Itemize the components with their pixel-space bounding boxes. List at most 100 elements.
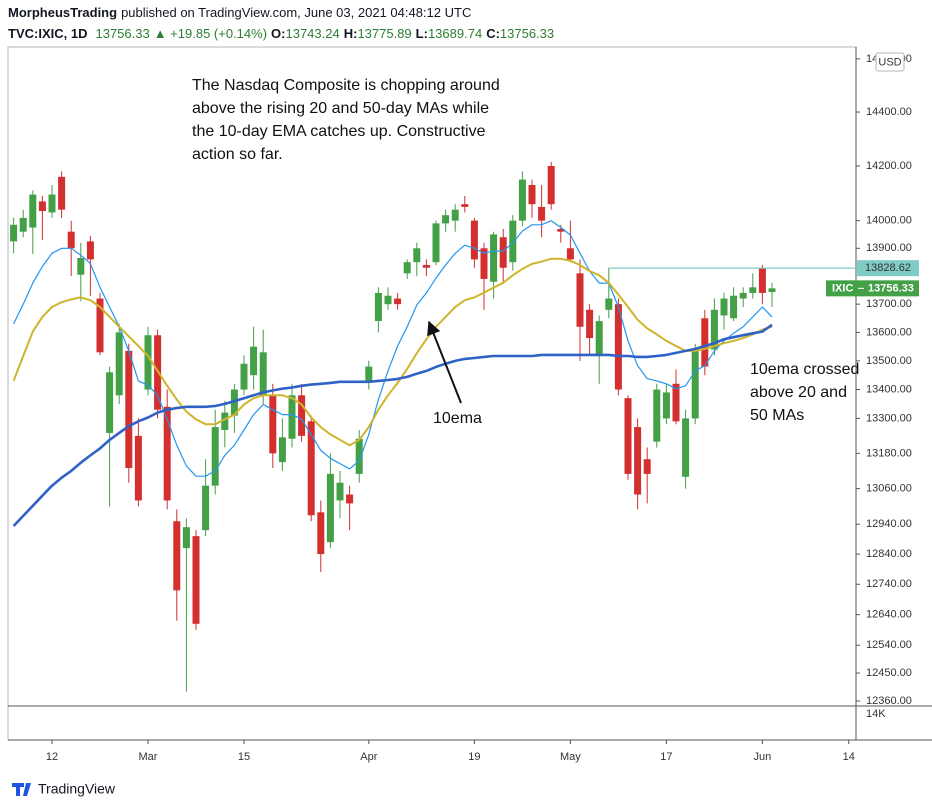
y-tick-label: 14200.00 [866,160,912,172]
candle-body [77,258,85,275]
high-value: 13775.89 [357,26,411,41]
candle-body [278,437,286,463]
candle-body [336,482,344,501]
candle-body [134,435,142,501]
candle-body [662,392,670,419]
y-tick-label: 12450.00 [866,667,912,679]
candle-body [576,273,584,327]
candle-body [163,406,171,501]
price-symbol: IXIC [832,282,853,294]
x-tick-label: Apr [360,751,377,763]
candle-body [509,220,517,263]
price-axis: 14600.0014400.0014200.0014000.0013900.00… [826,53,919,707]
candle-body [29,194,37,228]
note-line: above 20 and [750,384,847,401]
candle-body [115,332,123,396]
candle-body [326,473,334,543]
candle-body [442,215,450,224]
published: published on TradingView.com, June 03, 2… [121,5,471,20]
last-price: 13756.33 [95,26,149,41]
ohlc-label: O: [271,26,285,41]
candle-body [480,248,488,279]
candle-body [461,204,469,207]
candle-body [470,220,478,260]
ohlc-label: L: [416,26,428,41]
y-tick-label: 13060.00 [866,483,912,495]
x-tick-label: Jun [754,751,772,763]
candle-body [355,438,363,474]
price-box [826,280,919,297]
candle-body [269,395,277,454]
candle-body [528,185,536,205]
candle-body [346,494,354,504]
candle-body [384,295,392,305]
candle-body [365,366,373,381]
candle-body [672,383,680,422]
candle-body [710,309,718,350]
y-tick-label: 13500.00 [866,355,912,367]
candle-body [538,206,546,221]
moving-averages [12,220,856,527]
header-line-1: MorpheusTrading published on TradingView.… [8,5,471,20]
candle-body [67,231,75,249]
candle-body [10,224,18,242]
candle-body [298,395,306,436]
candle-body [173,521,181,591]
candle-body [758,267,766,293]
candle-body [720,298,728,316]
candle-body [730,295,738,319]
y-tick-label: 12360.00 [866,695,912,707]
note-line: 10ema crossed [750,361,859,378]
candle-body [106,372,114,433]
candle-body [768,288,776,293]
candle-body [605,298,613,310]
candle-body [614,304,622,390]
open-value: 13743.24 [285,26,339,41]
y-tick-label: 12740.00 [866,578,912,590]
candle-body [288,395,296,439]
y-tick-label: 14000.00 [866,215,912,227]
y-tick-label: 12840.00 [866,548,912,560]
candle-body [739,292,747,299]
y-tick-label: 13300.00 [866,412,912,424]
candle-body [518,179,526,221]
candle-body [682,418,690,477]
candle-body [221,412,229,431]
candle-body [86,241,94,260]
brand: TradingView [12,781,116,797]
currency-box [875,52,905,72]
x-tick-label: Mar [139,751,158,763]
candle-body [211,427,219,486]
x-tick-label: 19 [468,751,480,763]
candle-body [403,262,411,274]
brand-logo [12,783,31,796]
ma-line [13,220,773,477]
close-value: 13756.33 [500,26,554,41]
comment-line: The Nasdaq Composite is chopping around [192,77,500,94]
candle-body [595,321,603,356]
arrow-label: 10ema [433,410,482,427]
y-tick-label: 13400.00 [866,383,912,395]
candle-body [48,194,56,213]
candle-body [422,264,430,268]
y-tick-label: 12940.00 [866,518,912,530]
candle-body [250,346,258,376]
candle-body [192,536,200,624]
candle-body [643,459,651,474]
comment-line: the 10-day EMA catches up. Constructive [192,123,486,140]
x-tick-label: May [560,751,581,763]
candle-body [499,237,507,268]
candle-body [182,527,190,549]
y-tick-label: 14400.00 [866,106,912,118]
currency: USD [878,56,901,68]
y-tick-label: 13700.00 [866,298,912,310]
x-tick-label: 15 [238,751,250,763]
ohlc-label: C: [486,26,500,41]
candle-body [634,427,642,495]
candle-body [432,223,440,263]
candle-body [38,201,46,212]
ma-line [12,323,773,527]
candle-body [374,292,382,322]
candle-body [125,350,133,469]
